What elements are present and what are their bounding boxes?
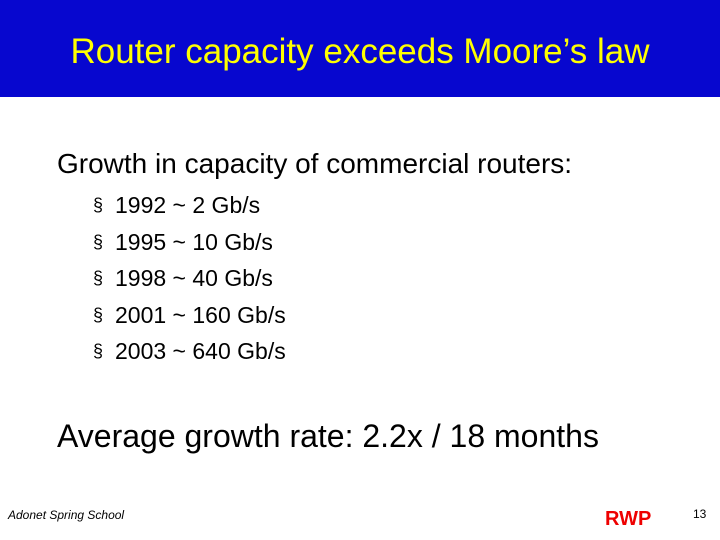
bullet-symbol: §: [93, 195, 104, 215]
footer-school: Adonet Spring School: [8, 508, 125, 522]
footer-author: RWP: [605, 508, 652, 530]
bullet-symbol: §: [93, 304, 104, 325]
header-band: Router capacity exceeds Moore’s law: [0, 0, 720, 97]
summary-text: Average growth rate: 2.2x / 18 months: [57, 418, 599, 454]
bullet-text: 2003 ~ 640 Gb/s: [115, 338, 286, 365]
bullet-symbol: §: [93, 341, 104, 362]
intro-text: Growth in capacity of commercial routers…: [57, 148, 573, 179]
bullet-text: 1992 ~ 2 Gb/s: [115, 192, 261, 218]
bullet-text: 2001 ~ 160 Gb/s: [115, 301, 286, 328]
bullet-symbol: §: [93, 231, 104, 252]
bullet-text: 1995 ~ 10 Gb/s: [115, 228, 273, 255]
bullet-text: 1998 ~ 40 Gb/s: [115, 265, 273, 292]
bullet-symbol: §: [93, 268, 104, 289]
slide-title: Router capacity exceeds Moore’s law: [70, 32, 650, 71]
page-number: 13: [693, 507, 707, 521]
